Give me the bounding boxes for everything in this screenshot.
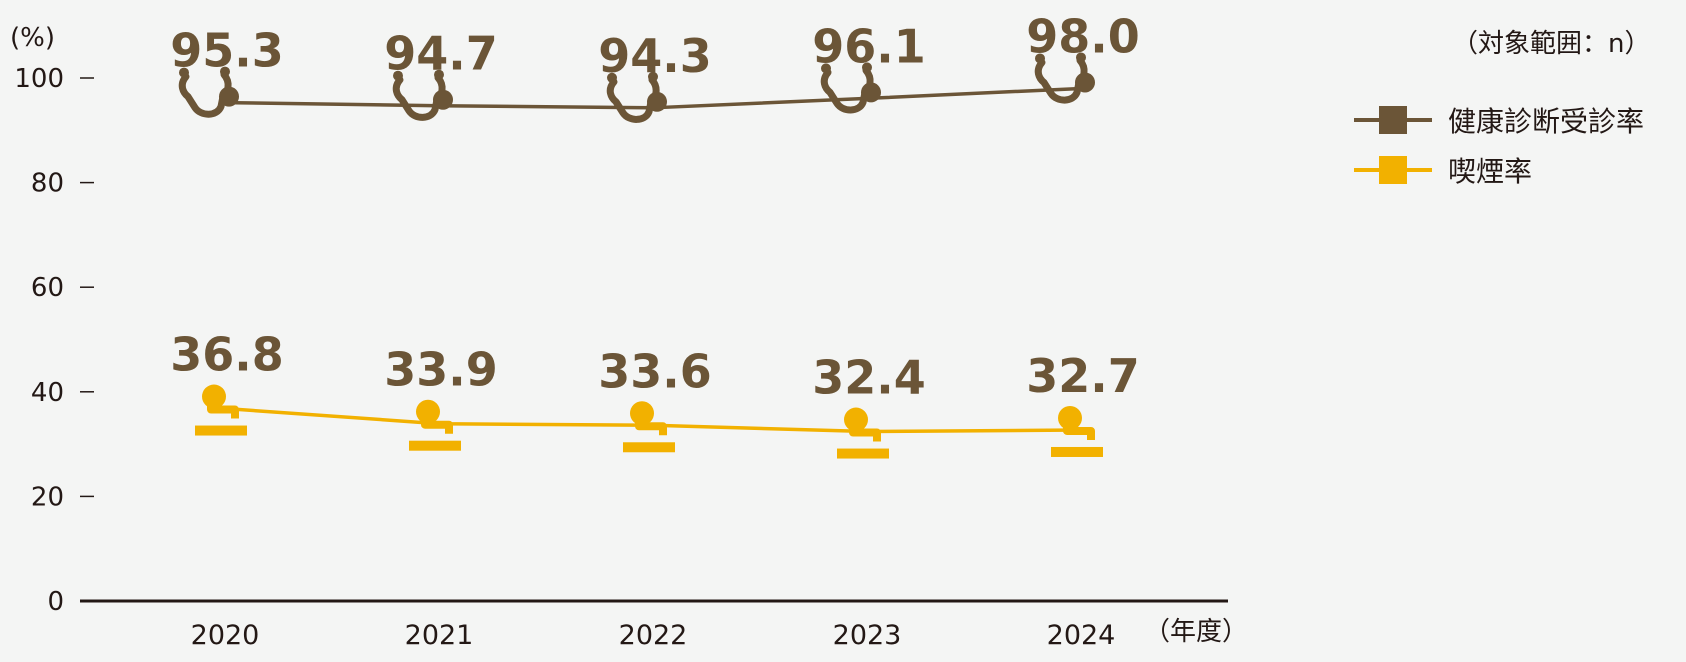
- data-label: 33.9: [384, 343, 498, 397]
- legend-item-health-check: 健康診断受診率: [1354, 105, 1644, 138]
- x-unit-label: （年度）: [1144, 617, 1248, 647]
- legend: 健康診断受診率 喫煙率: [1354, 105, 1644, 188]
- data-label: 98.0: [1026, 9, 1140, 63]
- y-tick-label: 80: [31, 169, 64, 199]
- y-tick-label: 60: [31, 273, 64, 303]
- scope-note: （対象範囲：n）: [1452, 29, 1650, 59]
- series-layer: 95.3 94.7 94.3 96.1 98.0 36.8 33.9 33.6 32.4 32.7: [170, 9, 1140, 459]
- stethoscope-icon: [178, 66, 239, 118]
- pipe-icon: [623, 401, 675, 453]
- x-tick-label: 2020: [191, 620, 260, 651]
- data-label: 33.6: [598, 344, 712, 398]
- stethoscope-icon: [1034, 52, 1095, 104]
- stethoscope-icon: [820, 62, 881, 114]
- stethoscope-icon: [392, 69, 453, 121]
- y-axis: 0 20 40 60 80 100: [14, 64, 94, 617]
- y-tick-label: 20: [31, 482, 64, 512]
- data-label: 94.7: [384, 27, 498, 81]
- x-tick-label: 2023: [833, 620, 902, 651]
- pipe-icon: [195, 384, 247, 436]
- legend-item-smoking: 喫煙率: [1354, 155, 1532, 188]
- pipe-icon: [837, 407, 889, 459]
- x-tick-label: 2022: [619, 620, 688, 651]
- y-tick-label: 40: [31, 378, 64, 408]
- legend-marker-smoking: [1379, 156, 1407, 184]
- pipe-icon: [409, 399, 461, 451]
- pipe-icon: [1051, 405, 1103, 457]
- data-label: 95.3: [170, 24, 284, 78]
- data-label: 32.7: [1026, 349, 1140, 403]
- data-label: 94.3: [598, 29, 712, 83]
- y-tick-label: 0: [47, 587, 64, 617]
- legend-marker-health-check: [1379, 106, 1407, 134]
- x-tick-label: 2021: [405, 620, 474, 651]
- data-label: 32.4: [812, 351, 926, 405]
- series-smoking: 36.8 33.9 33.6 32.4 32.7: [170, 328, 1140, 459]
- data-label: 36.8: [170, 328, 284, 382]
- x-axis: 2020 2021 2022 2023 2024: [191, 620, 1116, 651]
- data-label: 96.1: [812, 19, 926, 73]
- stethoscope-icon: [606, 71, 667, 123]
- series-health-check: 95.3 94.7 94.3 96.1 98.0: [170, 9, 1140, 123]
- legend-label-smoking: 喫煙率: [1448, 155, 1532, 188]
- legend-label-health-check: 健康診断受診率: [1448, 105, 1644, 138]
- y-unit-label: (%): [10, 23, 55, 53]
- y-tick-label: 100: [14, 64, 64, 94]
- x-tick-label: 2024: [1047, 620, 1116, 651]
